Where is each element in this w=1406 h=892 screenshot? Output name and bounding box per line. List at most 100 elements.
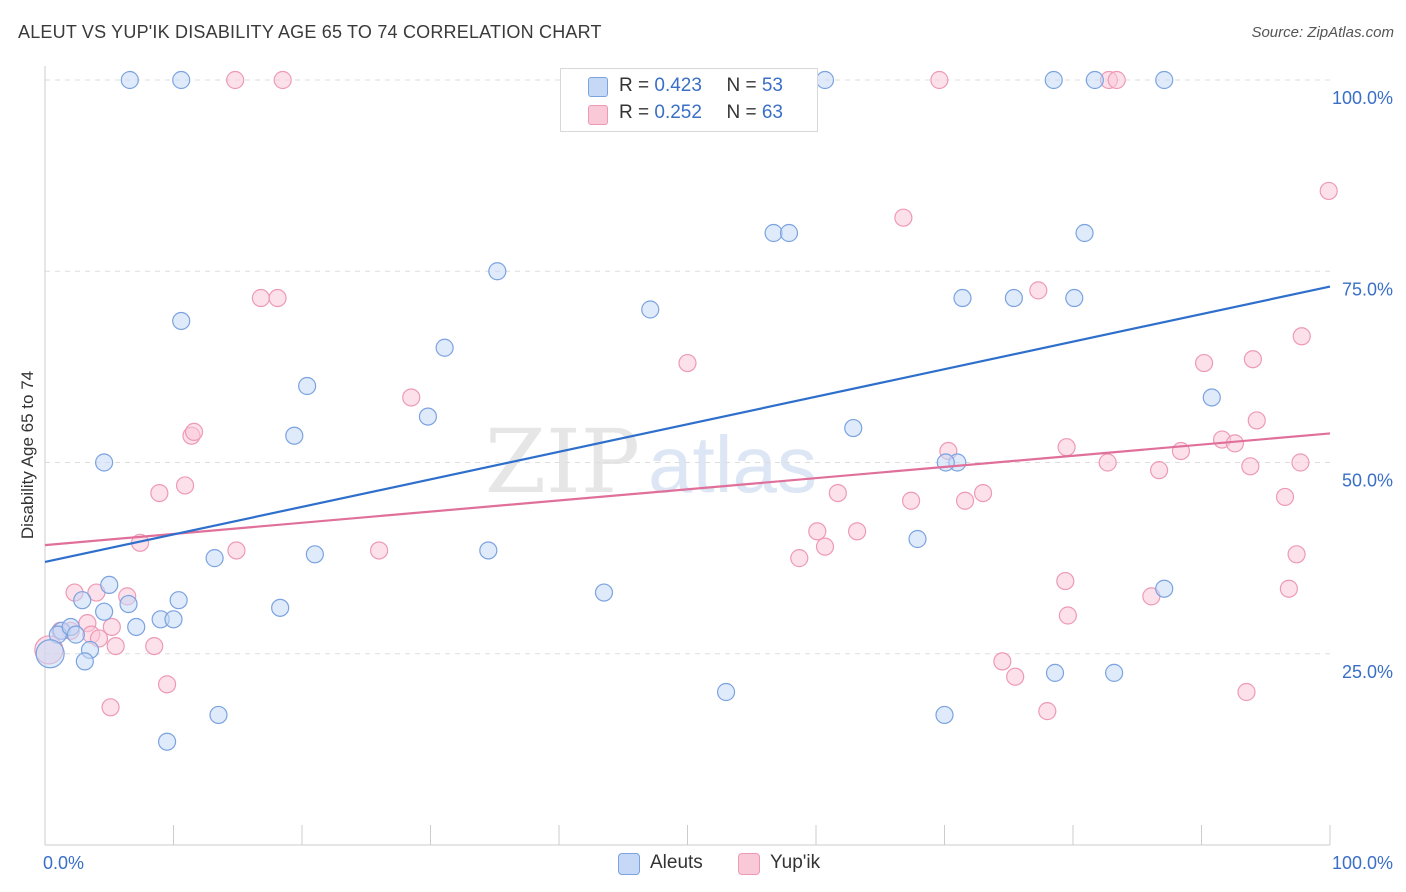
watermark: ZIP atlas xyxy=(485,410,817,513)
yupik-point xyxy=(1292,327,1311,346)
aleut-point xyxy=(935,705,954,725)
aleut-point xyxy=(169,591,188,610)
aleut-point xyxy=(815,70,835,90)
aleut-point xyxy=(1044,70,1063,90)
aleut-point xyxy=(164,610,183,629)
yupik-point xyxy=(226,70,245,90)
aleut-point xyxy=(127,617,146,637)
yupik-point xyxy=(101,698,120,717)
source-label: Source: ZipAtlas.com xyxy=(1251,24,1394,41)
yupik-point xyxy=(1194,353,1214,373)
legend-n-value: 63 xyxy=(761,102,783,123)
yupik-point xyxy=(102,617,121,637)
yupik-point xyxy=(1225,434,1245,453)
aleut-point xyxy=(73,591,92,610)
legend-r-value: 0.252 xyxy=(654,102,702,123)
chart-title: ALEUT VS YUP'IK DISABILITY AGE 65 TO 74 … xyxy=(18,22,602,42)
yupik-point xyxy=(402,388,421,407)
aleut-point xyxy=(594,583,614,602)
aleut-trend-line xyxy=(44,285,1331,564)
aleut-point xyxy=(764,223,783,243)
aleut-point xyxy=(435,338,454,357)
y-tick-label: 75.0% xyxy=(1342,279,1393,299)
yupik-point xyxy=(828,484,847,503)
aleut-point xyxy=(479,541,498,560)
yupik-point xyxy=(955,491,975,510)
aleut-point xyxy=(1085,70,1104,90)
yupik-point xyxy=(1029,281,1048,300)
aleut-point xyxy=(488,262,507,281)
correlation-legend: R = 0.423 N = 53 R = 0.252 N = 63 xyxy=(560,68,818,132)
aleut-point xyxy=(100,575,119,595)
yupik-points xyxy=(34,70,1338,721)
yupik-point xyxy=(848,522,867,541)
yupik-point xyxy=(268,288,287,308)
y-axis-label: Disability Age 65 to 74 xyxy=(18,371,37,539)
y-tick-labels: 25.0% 50.0% 75.0% 100.0% xyxy=(1332,88,1393,682)
yupik-point xyxy=(145,636,164,656)
bottom-legend-label: Aleuts xyxy=(650,852,703,873)
aleut-point xyxy=(844,418,863,438)
yupik-point xyxy=(1098,453,1117,472)
yupik-point xyxy=(370,541,389,560)
aleut-point xyxy=(298,376,317,396)
yupik-point xyxy=(1107,70,1126,90)
yupik-point xyxy=(1058,606,1077,625)
yupik-point xyxy=(894,208,913,227)
yupik-point xyxy=(901,491,921,510)
legend-r-value: 0.423 xyxy=(654,75,702,96)
aleut-point xyxy=(95,602,114,621)
trend-lines xyxy=(44,285,1331,564)
yupik-point xyxy=(1279,579,1298,598)
x-tick-label: 100.0% xyxy=(1332,853,1393,873)
x-tick-labels: 0.0% 100.0% xyxy=(43,853,1393,873)
yupik-point xyxy=(808,522,827,541)
bottom-legend-yupik: Yup'ik xyxy=(738,852,821,875)
y-tick-label: 50.0% xyxy=(1342,471,1393,491)
yupik-point xyxy=(678,353,697,373)
aleut-swatch xyxy=(588,77,608,97)
watermark-atlas: atlas xyxy=(648,420,817,509)
yupik-point xyxy=(1243,350,1263,369)
aleut-point xyxy=(1105,663,1124,682)
aleut-points xyxy=(35,70,1221,751)
yupik-point xyxy=(815,537,835,556)
yupik-legend-swatch xyxy=(738,853,760,875)
x-tick-label: 0.0% xyxy=(43,853,84,873)
yupik-point xyxy=(1319,181,1338,201)
aleut-point xyxy=(1065,288,1084,308)
yupik-point xyxy=(1291,453,1310,472)
yupik-point xyxy=(790,549,809,568)
yupik-point xyxy=(150,484,169,503)
aleut-point xyxy=(285,426,304,445)
aleut-point xyxy=(1202,388,1221,407)
watermark-zip: ZIP xyxy=(485,410,640,513)
aleut-point xyxy=(1075,223,1094,243)
aleut-point xyxy=(66,625,85,644)
yupik-point xyxy=(184,422,204,441)
aleut-point xyxy=(1045,663,1065,682)
yupik-point xyxy=(1237,682,1256,702)
axes xyxy=(44,66,1331,846)
aleut-point xyxy=(119,594,138,614)
legend-n-label: N = xyxy=(726,75,762,96)
bottom-legend-label: Yup'ik xyxy=(770,852,821,873)
aleut-point xyxy=(35,639,65,669)
aleut-point xyxy=(953,288,972,308)
yupik-point xyxy=(157,675,177,694)
yupik-point xyxy=(1275,487,1295,507)
aleut-point xyxy=(1155,579,1174,598)
aleut-point xyxy=(209,705,228,725)
aleut-point xyxy=(75,652,94,671)
legend-r-label: R = xyxy=(619,75,655,96)
y-tick-label: 100.0% xyxy=(1332,88,1393,108)
aleut-point xyxy=(716,682,736,702)
aleut-point xyxy=(779,223,799,243)
bottom-legend-aleuts: Aleuts xyxy=(618,852,703,875)
yupik-point xyxy=(273,70,292,90)
yupik-trend-line xyxy=(44,432,1331,547)
legend-row-yupik: R = 0.252 N = 63 xyxy=(619,102,783,124)
yupik-point xyxy=(175,476,195,495)
aleut-point xyxy=(305,545,324,564)
